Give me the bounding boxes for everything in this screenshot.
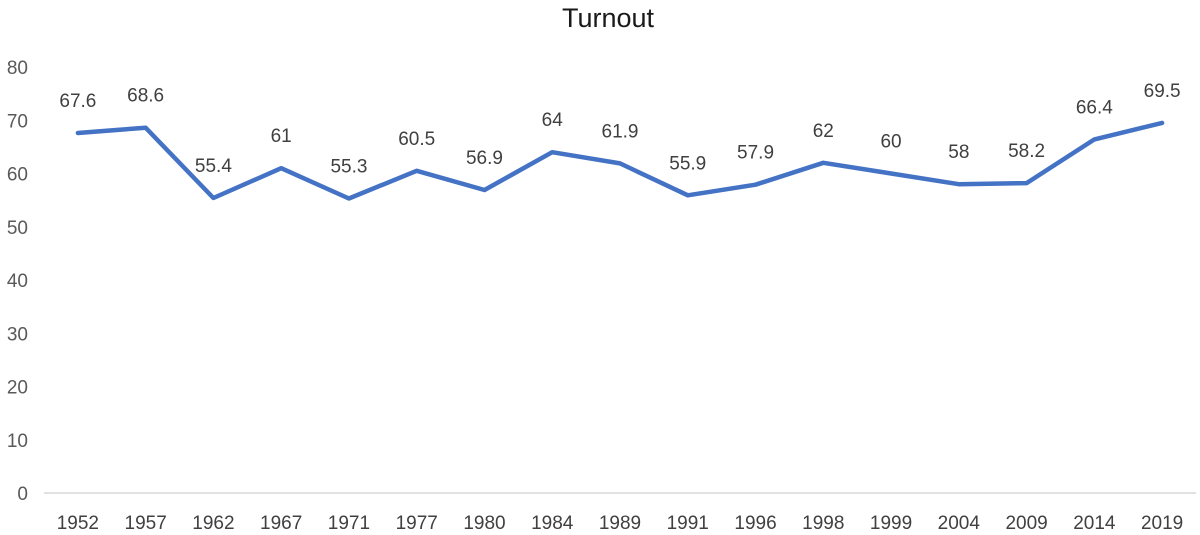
y-tick-label: 50 <box>7 218 28 239</box>
x-tick-label: 2019 <box>1141 513 1183 534</box>
y-tick-label: 70 <box>7 111 28 132</box>
x-tick-label: 2009 <box>1005 513 1047 534</box>
x-tick-label: 1991 <box>667 513 709 534</box>
y-tick-label: 40 <box>7 271 28 292</box>
x-tick-label: 1980 <box>463 513 505 534</box>
chart-title: Turnout <box>562 3 655 33</box>
series-line <box>75 120 1165 201</box>
x-tick-label: 2004 <box>938 513 981 534</box>
y-tick-label: 80 <box>7 58 28 79</box>
x-tick-label: 1989 <box>599 513 641 534</box>
y-tick-label: 0 <box>17 484 28 505</box>
x-tick-label: 1971 <box>328 513 370 534</box>
data-label: 62 <box>813 121 834 142</box>
data-label: 66.4 <box>1076 97 1113 118</box>
data-label: 57.9 <box>737 143 774 164</box>
data-label: 68.6 <box>127 86 164 107</box>
x-tick-label: 1962 <box>192 513 234 534</box>
data-label: 55.4 <box>195 156 232 177</box>
data-label: 69.5 <box>1144 81 1181 102</box>
y-tick-label: 20 <box>7 378 28 399</box>
y-tick-label: 30 <box>7 324 28 345</box>
data-labels: 67.6 68.6 55.4 61 55.3 60.5 56.9 64 61.9 55.9 57.9… <box>59 81 1180 178</box>
y-axis-ticks: 0 10 20 30 40 50 60 70 80 <box>7 58 28 505</box>
x-tick-label: 1999 <box>870 513 912 534</box>
x-axis-ticks: 1952 1957 1962 1967 1971 1977 1980 1984 1989 1991… <box>57 513 1184 534</box>
data-label: 67.6 <box>59 91 96 112</box>
data-label: 60 <box>880 132 901 153</box>
data-label: 61 <box>271 126 292 147</box>
x-tick-label: 1998 <box>802 513 844 534</box>
y-tick-label: 60 <box>7 165 28 186</box>
data-label: 61.9 <box>602 121 639 142</box>
x-tick-label: 2014 <box>1073 513 1116 534</box>
data-label: 64 <box>542 110 564 131</box>
x-tick-label: 1977 <box>396 513 438 534</box>
x-tick-label: 1996 <box>734 513 776 534</box>
data-label: 56.9 <box>466 148 503 169</box>
data-label: 55.9 <box>669 153 706 174</box>
data-label: 58.2 <box>1008 141 1045 162</box>
x-tick-label: 1967 <box>260 513 302 534</box>
series-group <box>75 120 1165 201</box>
data-label: 60.5 <box>398 129 435 150</box>
x-tick-label: 1957 <box>125 513 167 534</box>
x-tick-label: 1984 <box>531 513 574 534</box>
x-tick-label: 1952 <box>57 513 99 534</box>
data-label: 58 <box>948 142 969 163</box>
y-tick-label: 10 <box>7 431 28 452</box>
data-label: 55.3 <box>330 157 367 178</box>
